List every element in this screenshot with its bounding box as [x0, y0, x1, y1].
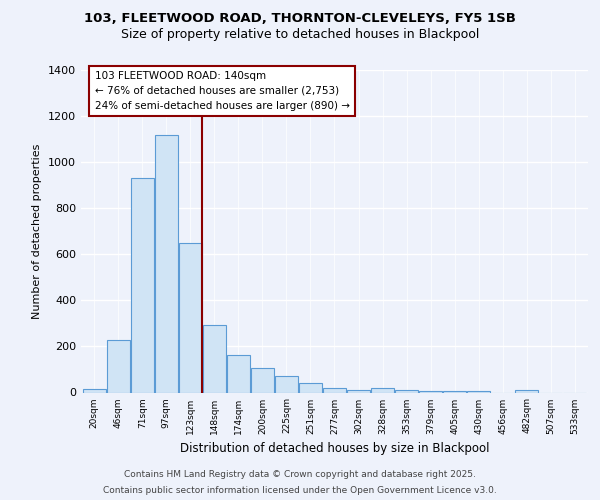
Bar: [395, 390, 418, 392]
Text: 103, FLEETWOOD ROAD, THORNTON-CLEVELEYS, FY5 1SB: 103, FLEETWOOD ROAD, THORNTON-CLEVELEYS,…: [84, 12, 516, 25]
Bar: [299, 383, 322, 392]
Text: Contains HM Land Registry data © Crown copyright and database right 2025.: Contains HM Land Registry data © Crown c…: [124, 470, 476, 479]
Bar: [83, 389, 106, 392]
Bar: [515, 390, 538, 392]
Bar: [179, 243, 202, 392]
Bar: [227, 355, 250, 393]
Y-axis label: Number of detached properties: Number of detached properties: [32, 144, 43, 319]
Text: Contains public sector information licensed under the Open Government Licence v3: Contains public sector information licen…: [103, 486, 497, 495]
Bar: [251, 368, 274, 392]
Bar: [155, 134, 178, 392]
Bar: [275, 376, 298, 392]
X-axis label: Distribution of detached houses by size in Blackpool: Distribution of detached houses by size …: [180, 442, 489, 455]
Bar: [131, 178, 154, 392]
Bar: [323, 388, 346, 392]
Text: Size of property relative to detached houses in Blackpool: Size of property relative to detached ho…: [121, 28, 479, 41]
Bar: [203, 324, 226, 392]
Bar: [347, 390, 370, 392]
Bar: [107, 340, 130, 392]
Bar: [371, 388, 394, 392]
Text: 103 FLEETWOOD ROAD: 140sqm
← 76% of detached houses are smaller (2,753)
24% of s: 103 FLEETWOOD ROAD: 140sqm ← 76% of deta…: [95, 71, 350, 111]
